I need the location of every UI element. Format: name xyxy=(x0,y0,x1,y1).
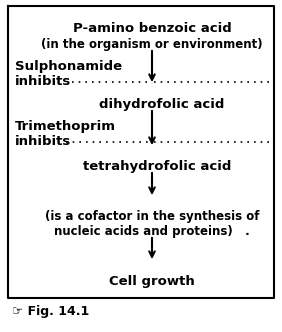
Text: inhibits: inhibits xyxy=(15,135,71,148)
Text: P-amino benzoic acid: P-amino benzoic acid xyxy=(73,22,231,35)
Text: Sulphonamide: Sulphonamide xyxy=(15,60,122,73)
Text: Cell growth: Cell growth xyxy=(109,275,195,288)
Text: nucleic acids and proteins)   .: nucleic acids and proteins) . xyxy=(54,225,250,238)
Text: (is a cofactor in the synthesis of: (is a cofactor in the synthesis of xyxy=(45,210,259,223)
Text: dihydrofolic acid: dihydrofolic acid xyxy=(99,98,225,111)
Text: tetrahydrofolic acid: tetrahydrofolic acid xyxy=(83,160,231,173)
Text: Trimethoprim: Trimethoprim xyxy=(15,120,116,133)
Text: (in the organism or environment): (in the organism or environment) xyxy=(41,38,263,51)
Text: inhibits: inhibits xyxy=(15,75,71,88)
Text: ☞ Fig. 14.1: ☞ Fig. 14.1 xyxy=(12,305,89,318)
